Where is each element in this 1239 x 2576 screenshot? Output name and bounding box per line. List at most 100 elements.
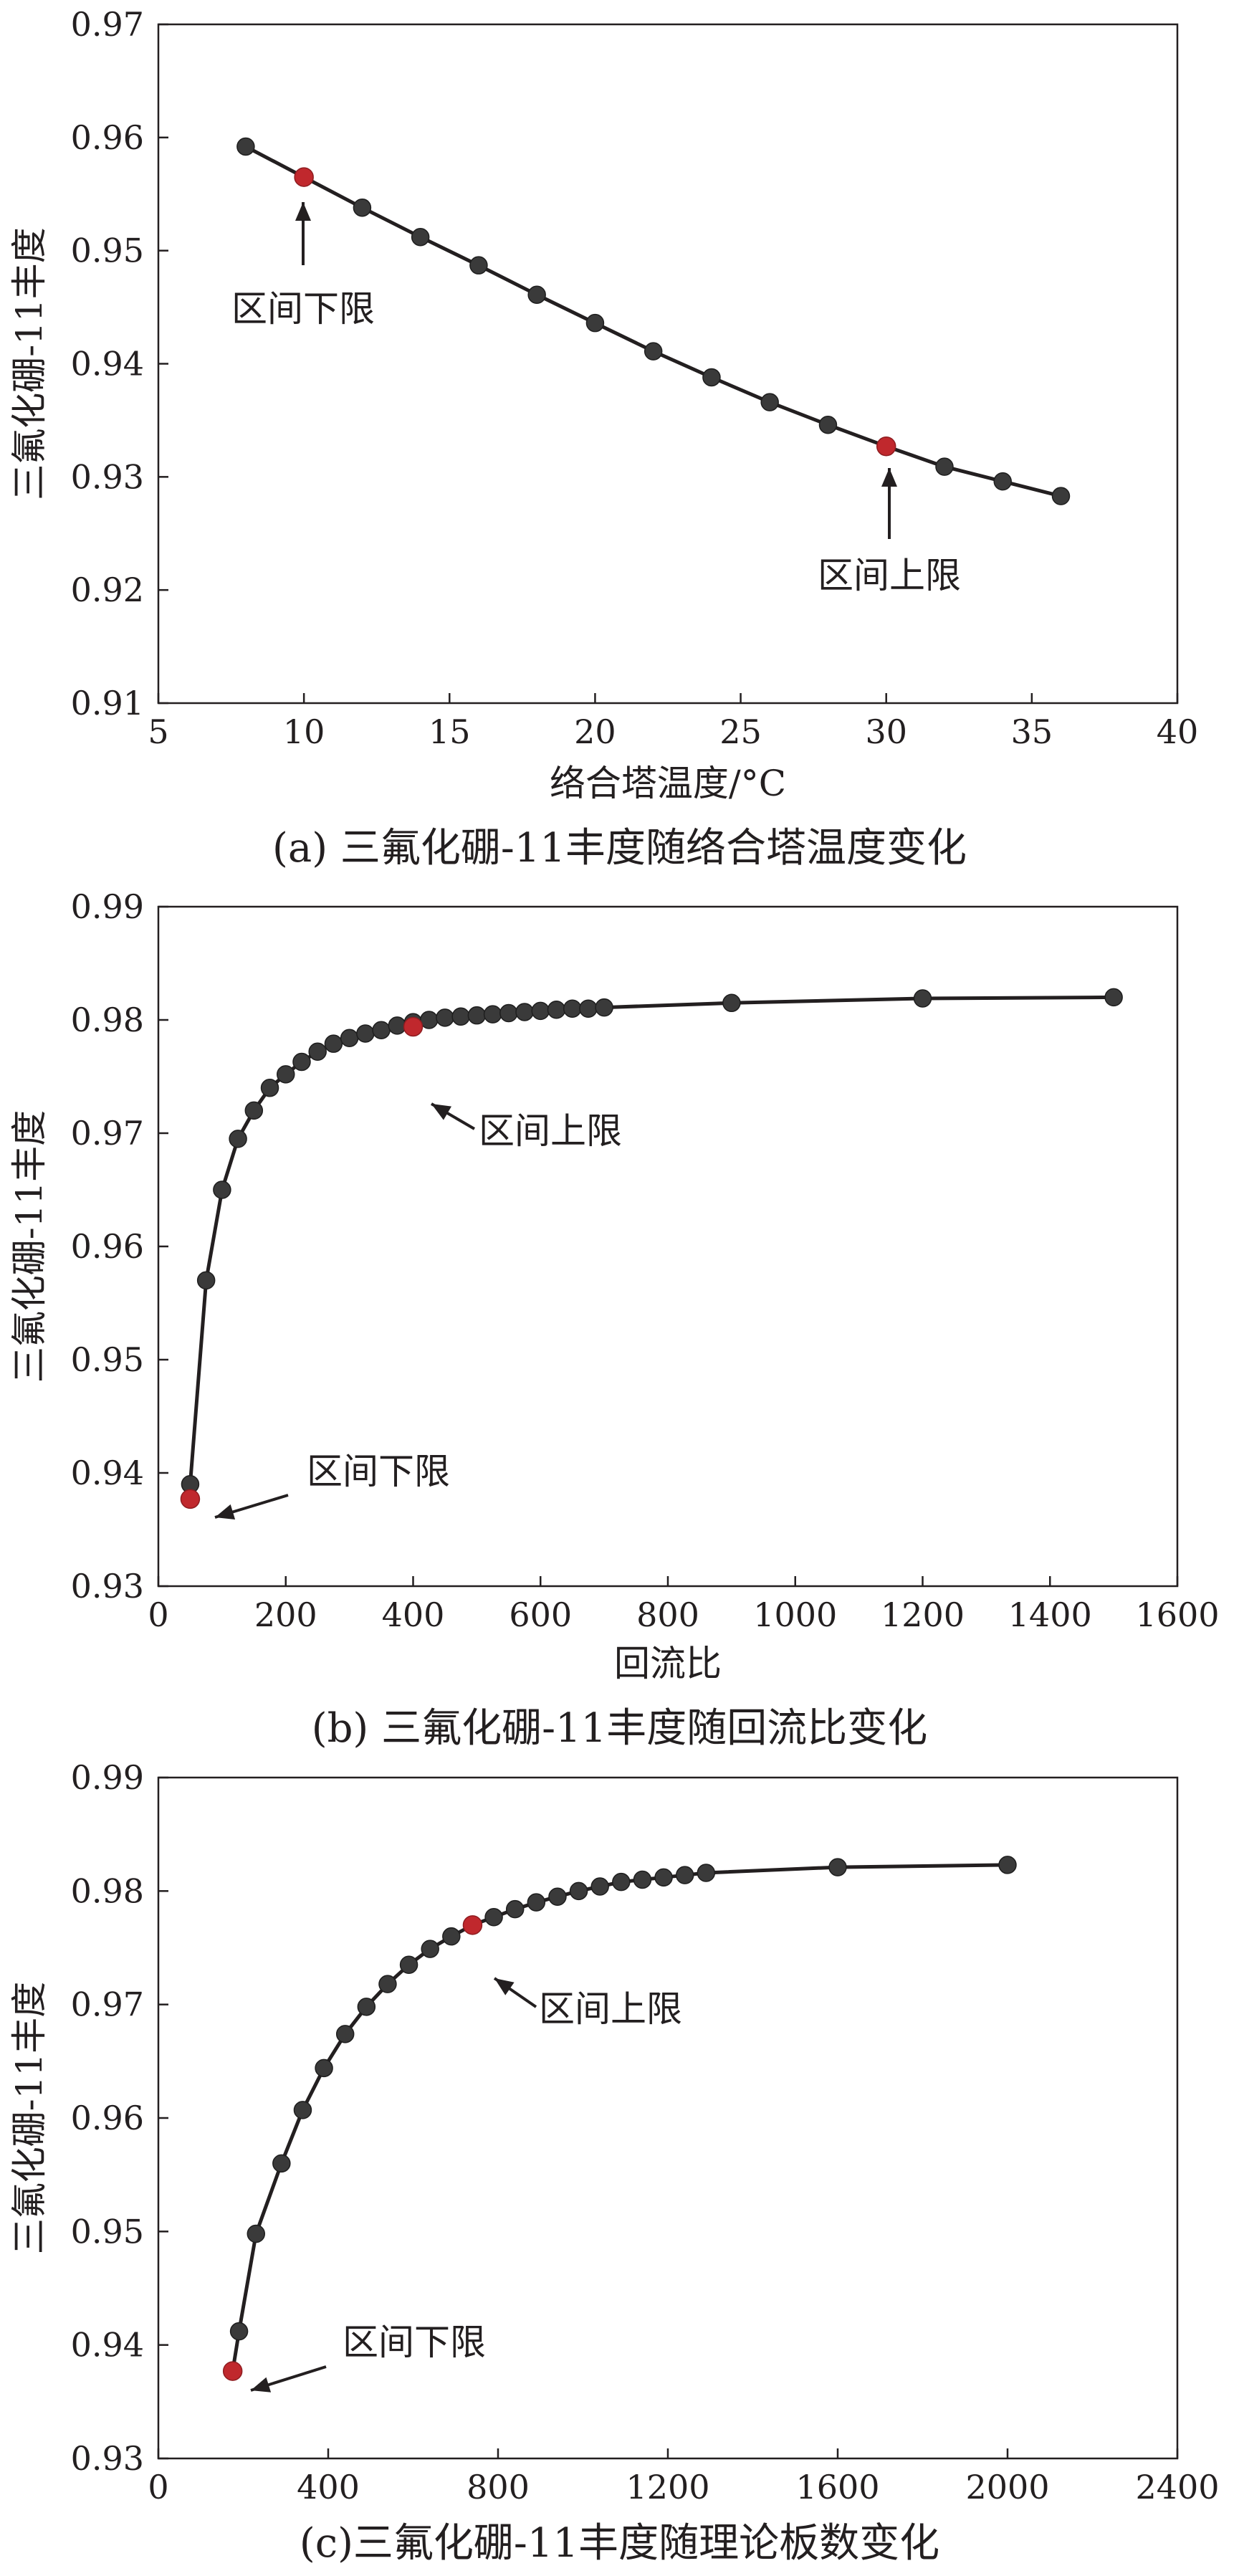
data-point xyxy=(595,998,613,1017)
data-point xyxy=(633,1870,652,1889)
chart-panel-b: 0 200 400 600 800 1000 1200 1400 1600 0.93 0.94 0.9… xyxy=(0,887,1239,1760)
data-point xyxy=(563,999,582,1018)
annotation-label: 区间下限 xyxy=(307,1451,450,1492)
y-tick-label: 0.94 xyxy=(71,2326,144,2365)
x-tick-label: 0 xyxy=(148,1595,168,1634)
data-point xyxy=(483,1005,502,1024)
data-point xyxy=(935,457,954,476)
y-tick-label: 0.99 xyxy=(71,1758,144,1797)
data-point xyxy=(590,1877,609,1896)
data-point xyxy=(442,1927,461,1946)
data-point xyxy=(399,1955,418,1974)
data-point xyxy=(548,1887,567,1906)
y-tick-label: 0.97 xyxy=(71,1114,144,1153)
data-point xyxy=(818,415,838,434)
y-tick-label: 0.96 xyxy=(71,2099,144,2137)
data-point xyxy=(697,1864,716,1882)
x-tick-label: 35 xyxy=(1011,712,1053,751)
x-tick-label: 600 xyxy=(509,1595,572,1634)
data-point xyxy=(436,1008,454,1027)
x-tick-label: 15 xyxy=(429,712,471,751)
data-point xyxy=(612,1872,631,1892)
data-point xyxy=(357,1998,376,2016)
y-tick-label: 0.99 xyxy=(71,887,144,926)
data-point xyxy=(569,1881,588,1901)
data-point xyxy=(722,993,741,1013)
x-tick-label: 40 xyxy=(1157,712,1199,751)
data-point xyxy=(1051,487,1071,505)
chart-a: 5 10 15 20 25 30 35 40 0.91 0.92 0.93 0.94 0.95 0.96 0… xyxy=(9,5,1199,804)
chart-c: 0 400 800 1200 1600 2000 2400 0.93 0.94 0.95 0.96 0… xyxy=(9,1758,1220,2506)
x-tick-label: 400 xyxy=(382,1595,445,1634)
data-point xyxy=(828,1858,847,1876)
data-point xyxy=(196,1271,216,1290)
data-point xyxy=(993,472,1012,491)
annotation-label: 区间上限 xyxy=(818,555,961,596)
data-point xyxy=(260,1079,279,1097)
data-point xyxy=(353,198,372,217)
data-point xyxy=(702,368,721,387)
y-tick-label: 0.95 xyxy=(71,2212,144,2251)
chart-c-caption: (c)三氟化硼-11丰度随理论板数变化 xyxy=(299,2520,940,2567)
data-point xyxy=(247,2224,266,2243)
data-point xyxy=(654,1868,673,1887)
data-point xyxy=(229,2322,249,2341)
data-point xyxy=(324,1034,343,1053)
x-tick-label: 2400 xyxy=(1135,2468,1219,2506)
data-point xyxy=(644,342,663,361)
annotation-label: 区间上限 xyxy=(479,1110,622,1152)
data-point xyxy=(236,137,255,156)
y-tick-label: 0.93 xyxy=(71,1567,144,1606)
data-point xyxy=(229,1130,247,1148)
annotation-label: 区间上限 xyxy=(539,1988,682,2030)
data-point xyxy=(356,1024,375,1043)
y-tick-label: 0.93 xyxy=(71,457,144,496)
data-point xyxy=(484,1908,503,1927)
data-point xyxy=(1104,988,1123,1007)
x-tick-label: 1400 xyxy=(1008,1595,1092,1634)
series-line xyxy=(231,1863,1008,2372)
data-point xyxy=(451,1007,470,1026)
annotation-arrowhead xyxy=(431,1104,451,1120)
highlight-point xyxy=(403,1016,424,1037)
data-point xyxy=(272,2154,291,2173)
data-point xyxy=(277,1065,295,1084)
annotation-arrowhead xyxy=(215,1504,236,1520)
chart-b: 0 200 400 600 800 1000 1200 1400 1600 0.93 0.94 0.9… xyxy=(9,887,1220,1684)
data-point xyxy=(499,1003,518,1023)
data-point xyxy=(469,256,488,275)
data-point xyxy=(527,285,546,304)
annotation-arrowhead xyxy=(295,202,311,221)
y-tick-label: 0.95 xyxy=(71,1340,144,1379)
data-point xyxy=(372,1021,391,1039)
y-tick-label: 0.97 xyxy=(71,1985,144,2024)
x-tick-label: 1000 xyxy=(753,1595,837,1634)
highlight-point xyxy=(876,436,896,457)
data-point xyxy=(335,2025,355,2043)
x-tick-label: 1600 xyxy=(795,2468,879,2506)
data-point xyxy=(467,1006,487,1025)
data-point xyxy=(411,227,430,247)
y-axis-label: 三氟化硼-11丰度 xyxy=(9,227,50,500)
data-point xyxy=(547,1001,566,1019)
x-axis-label: 回流比 xyxy=(614,1643,722,1684)
data-point xyxy=(388,1016,407,1035)
data-point xyxy=(913,989,932,1008)
y-tick-label: 0.91 xyxy=(71,684,144,722)
x-tick-label: 1600 xyxy=(1135,1595,1219,1634)
x-tick-label: 25 xyxy=(719,712,762,751)
x-tick-label: 30 xyxy=(865,712,907,751)
data-point xyxy=(527,1893,546,1912)
x-tick-label: 1200 xyxy=(626,2468,709,2506)
data-point xyxy=(340,1029,359,1048)
x-tick-label: 5 xyxy=(148,712,168,751)
data-point xyxy=(505,1899,525,1919)
data-point xyxy=(419,1011,439,1029)
annotation-arrowhead xyxy=(881,468,897,487)
x-tick-label: 800 xyxy=(467,2468,530,2506)
annotation-label: 区间下限 xyxy=(343,2322,486,2363)
x-axis-label: 络合塔温度/°C xyxy=(550,763,786,804)
data-point xyxy=(378,1975,397,1993)
x-tick-label: 800 xyxy=(636,1595,699,1634)
highlight-point xyxy=(222,2361,243,2381)
